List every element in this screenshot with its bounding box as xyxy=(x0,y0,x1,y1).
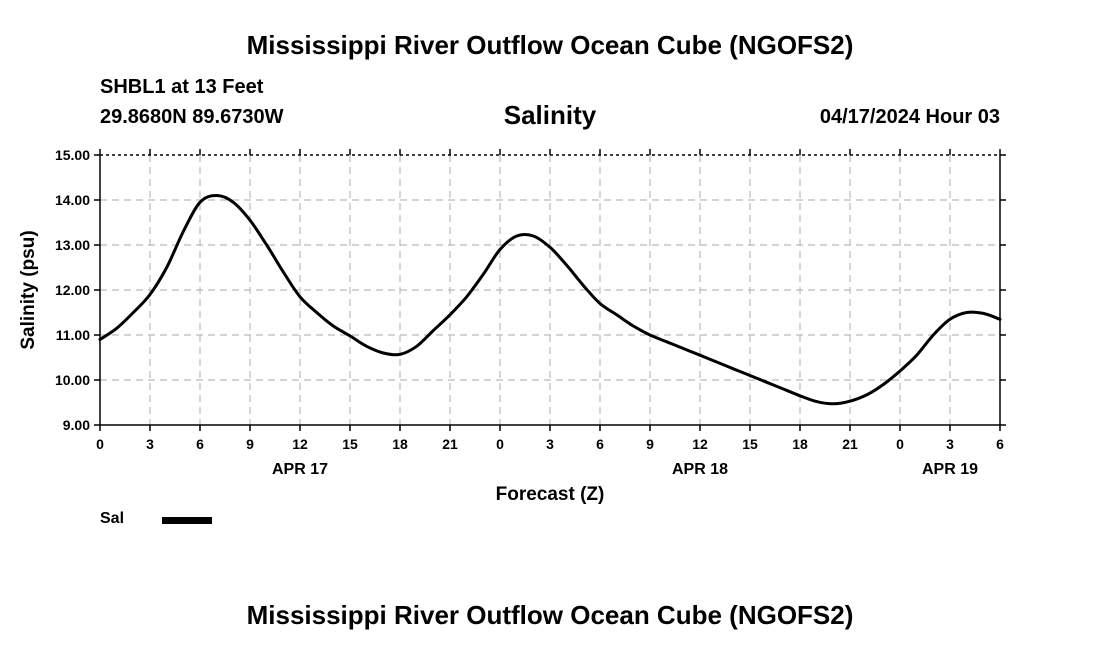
date-label: APR 18 xyxy=(672,461,728,478)
y-tick-label: 14.00 xyxy=(55,192,90,208)
x-tick-label: 21 xyxy=(842,436,858,452)
x-tick-label: 15 xyxy=(742,436,758,452)
date-label: APR 17 xyxy=(272,461,328,478)
x-tick-label: 15 xyxy=(342,436,358,452)
grid-layer xyxy=(100,155,1000,425)
axis-layer xyxy=(94,149,1006,431)
x-tick-label: 18 xyxy=(392,436,408,452)
legend-label: Sal xyxy=(100,510,125,527)
chart-title: Mississippi River Outflow Ocean Cube (NG… xyxy=(246,30,854,60)
x-tick-label: 0 xyxy=(896,436,904,452)
x-tick-label: 21 xyxy=(442,436,458,452)
station-label: SHBL1 at 13 Feet xyxy=(100,76,264,98)
forecast-datetime: 04/17/2024 Hour 03 xyxy=(819,106,1000,128)
x-tick-label: 6 xyxy=(196,436,204,452)
series-line-sal xyxy=(98,194,1002,406)
x-tick-label: 12 xyxy=(292,436,308,452)
parameter-title: Salinity xyxy=(503,100,597,130)
y-tick-label: 15.00 xyxy=(55,147,90,163)
x-tick-label: 6 xyxy=(596,436,604,452)
x-axis-title: Forecast (Z) xyxy=(496,484,605,505)
x-tick-label: 3 xyxy=(946,436,954,452)
y-tick-label: 12.00 xyxy=(55,282,90,298)
legend-swatch xyxy=(162,517,212,524)
series-layer xyxy=(98,194,1002,406)
date-label: APR 19 xyxy=(922,461,978,478)
x-tick-label: 18 xyxy=(792,436,808,452)
footer-title: Mississippi River Outflow Ocean Cube (NG… xyxy=(246,600,854,630)
x-tick-label: 3 xyxy=(546,436,554,452)
y-tick-label: 9.00 xyxy=(63,417,90,433)
y-tick-label: 11.00 xyxy=(56,327,90,343)
x-tick-label: 12 xyxy=(692,436,708,452)
x-tick-label: 9 xyxy=(646,436,654,452)
x-tick-label: 9 xyxy=(246,436,254,452)
x-tick-label: 0 xyxy=(496,436,504,452)
y-tick-label: 13.00 xyxy=(55,237,90,253)
y-axis-title: Salinity (psu) xyxy=(18,230,39,349)
x-tick-label: 3 xyxy=(146,436,154,452)
x-tick-label: 0 xyxy=(96,436,104,452)
x-tick-label: 6 xyxy=(996,436,1004,452)
coordinates-label: 29.8680N 89.6730W xyxy=(100,106,284,128)
y-tick-label: 10.00 xyxy=(55,372,90,388)
label-layer: 9.00 10.00 11.00 12.00 13.00 14.00 15.00 0 3 6 9 12… xyxy=(18,147,1004,505)
